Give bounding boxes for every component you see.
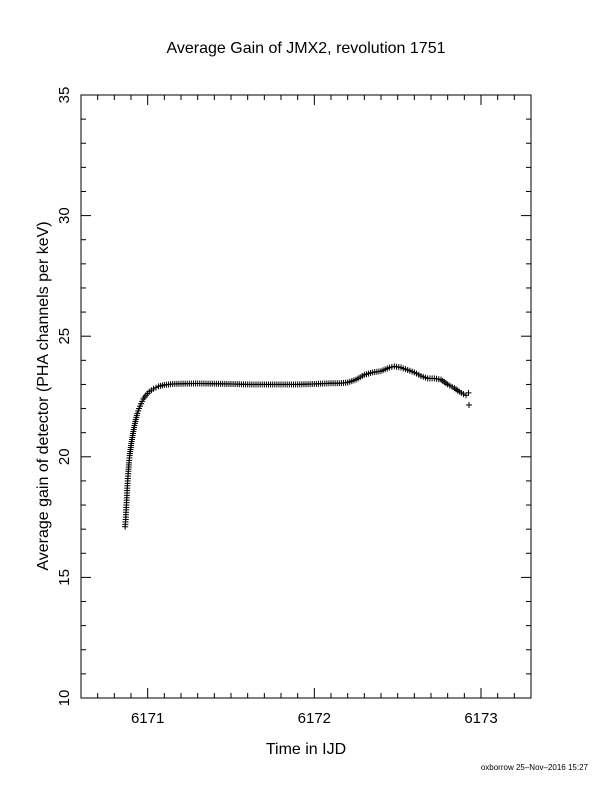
y-tick-label: 30 [56,207,73,224]
plot-frame [80,94,532,699]
y-axis-ticks: 10 15 20 25 30 35 [56,87,531,707]
x-tick-label: 6171 [131,710,164,727]
data-point [465,389,472,396]
chart-title: Average Gain of JMX2, revolution 1751 [167,40,446,57]
y-tick-label: 15 [56,569,73,586]
x-axis-label: Time in IJD [266,741,346,758]
footer-credit: oxborrow 25–Nov–2016 15:27 [481,763,589,772]
x-tick-label: 6172 [298,710,331,727]
y-axis-label: Average gain of detector (PHA channels p… [35,221,52,570]
x-axis-ticks: 6171 6172 6173 [80,95,532,727]
x-tick-label: 6173 [464,710,497,727]
y-tick-label: 35 [56,87,73,104]
y-tick-label: 20 [56,448,73,465]
y-tick-label: 10 [56,690,73,707]
data-series [122,363,472,530]
y-tick-label: 25 [56,328,73,345]
data-point [466,401,472,408]
